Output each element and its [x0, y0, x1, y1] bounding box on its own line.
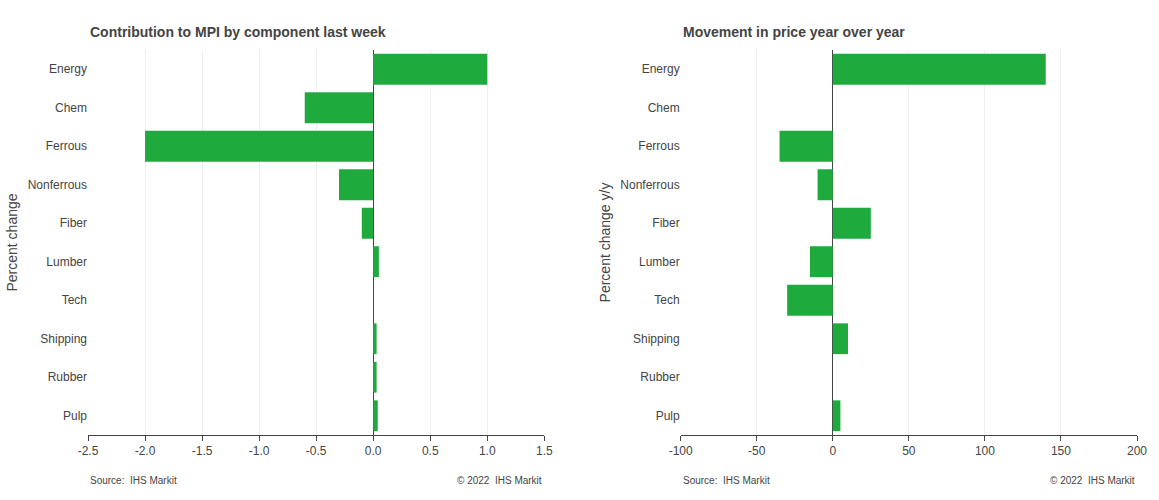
svg-text:Lumber: Lumber — [46, 255, 87, 269]
svg-text:Fiber: Fiber — [652, 216, 679, 230]
svg-text:© 2022 IHS Markit: © 2022 IHS Markit — [1050, 475, 1135, 486]
svg-text:Chem: Chem — [55, 101, 87, 115]
svg-text:Nonferrous: Nonferrous — [620, 178, 679, 192]
svg-text:Rubber: Rubber — [640, 370, 679, 384]
svg-text:Nonferrous: Nonferrous — [28, 178, 87, 192]
svg-text:0: 0 — [829, 444, 836, 458]
svg-text:Movement in price year over ye: Movement in price year over year — [683, 24, 905, 40]
svg-text:Energy: Energy — [642, 62, 680, 76]
svg-text:Shipping: Shipping — [633, 332, 680, 346]
svg-text:-2.5: -2.5 — [78, 444, 99, 458]
svg-text:-1.0: -1.0 — [249, 444, 270, 458]
svg-text:50: 50 — [902, 444, 916, 458]
svg-text:-100: -100 — [669, 444, 693, 458]
svg-text:Shipping: Shipping — [40, 332, 87, 346]
svg-text:-0.5: -0.5 — [306, 444, 327, 458]
svg-text:1.0: 1.0 — [479, 444, 496, 458]
svg-text:-1.5: -1.5 — [192, 444, 213, 458]
svg-text:Percent change: Percent change — [4, 193, 20, 291]
svg-text:100: 100 — [975, 444, 995, 458]
svg-text:-50: -50 — [748, 444, 766, 458]
svg-text:Pulp: Pulp — [63, 409, 87, 423]
svg-text:Pulp: Pulp — [656, 409, 680, 423]
svg-text:0.5: 0.5 — [422, 444, 439, 458]
svg-text:Rubber: Rubber — [48, 370, 87, 384]
svg-text:Chem: Chem — [648, 101, 680, 115]
svg-text:150: 150 — [1051, 444, 1071, 458]
svg-text:© 2022 IHS Markit: © 2022 IHS Markit — [457, 475, 542, 486]
svg-text:0.0: 0.0 — [365, 444, 382, 458]
svg-text:1.5: 1.5 — [536, 444, 553, 458]
svg-text:Ferrous: Ferrous — [46, 139, 87, 153]
svg-text:200: 200 — [1127, 444, 1147, 458]
svg-text:Ferrous: Ferrous — [638, 139, 679, 153]
svg-text:Tech: Tech — [654, 293, 679, 307]
svg-text:Fiber: Fiber — [60, 216, 87, 230]
svg-text:Contribution to MPI by compone: Contribution to MPI by component last we… — [90, 24, 386, 40]
svg-text:Source: IHS Markit: Source: IHS Markit — [683, 475, 770, 486]
svg-text:Lumber: Lumber — [639, 255, 680, 269]
svg-text:Tech: Tech — [62, 293, 87, 307]
svg-text:Energy: Energy — [49, 62, 87, 76]
svg-text:-2.0: -2.0 — [135, 444, 156, 458]
svg-text:Percent change y/y: Percent change y/y — [597, 183, 613, 303]
svg-text:Source: IHS Markit: Source: IHS Markit — [90, 475, 177, 486]
